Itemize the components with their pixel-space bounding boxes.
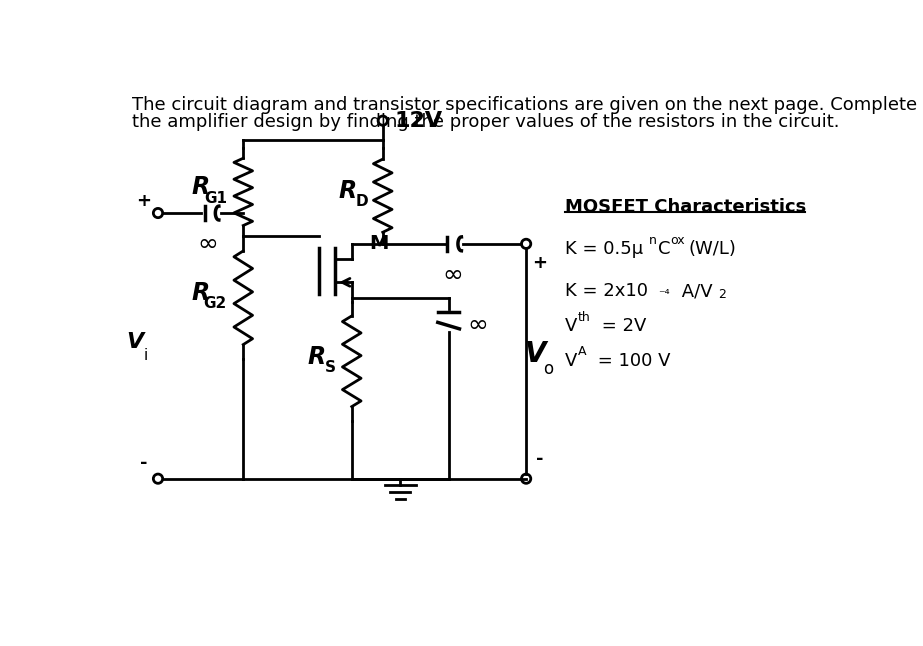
Text: o: o: [543, 360, 553, 378]
Text: G2: G2: [204, 297, 227, 311]
Text: i: i: [143, 348, 148, 362]
Text: R: R: [191, 281, 210, 305]
Text: C: C: [658, 240, 670, 258]
Text: = 100 V: = 100 V: [592, 351, 670, 370]
Text: R: R: [339, 179, 357, 203]
Text: V: V: [126, 332, 143, 352]
Text: M: M: [369, 234, 389, 253]
Text: th: th: [578, 311, 591, 324]
Text: K = 0.5μ: K = 0.5μ: [565, 240, 643, 258]
Text: -: -: [140, 454, 148, 472]
Text: D: D: [355, 194, 368, 209]
Text: the amplifier design by finding the proper values of the resistors in the circui: the amplifier design by finding the prop…: [132, 113, 840, 131]
Text: 2: 2: [718, 289, 726, 302]
Text: ∞: ∞: [442, 263, 463, 287]
Text: A/V: A/V: [676, 282, 713, 300]
Text: ⁻⁴: ⁻⁴: [659, 289, 670, 302]
Text: K = 2x10: K = 2x10: [565, 282, 648, 300]
Text: -: -: [536, 450, 544, 468]
Text: 12V: 12V: [394, 110, 442, 130]
Text: +: +: [137, 193, 151, 211]
Text: (W/L): (W/L): [689, 240, 737, 258]
Text: n: n: [649, 234, 656, 247]
Text: ∞: ∞: [468, 313, 488, 337]
Text: The circuit diagram and transistor specifications are given on the next page. Co: The circuit diagram and transistor speci…: [132, 96, 917, 114]
Text: G1: G1: [204, 191, 227, 205]
Text: ox: ox: [670, 234, 685, 247]
Text: = 2V: = 2V: [596, 317, 646, 335]
Text: MOSFET Characteristics: MOSFET Characteristics: [565, 198, 806, 216]
Text: V: V: [565, 351, 577, 370]
Text: ∞: ∞: [198, 232, 218, 256]
Text: R: R: [307, 345, 326, 369]
Text: V: V: [565, 317, 577, 335]
Text: A: A: [578, 346, 586, 359]
Text: +: +: [533, 254, 547, 272]
Text: V: V: [524, 340, 546, 368]
Text: R: R: [191, 175, 210, 199]
Text: S: S: [325, 360, 336, 375]
